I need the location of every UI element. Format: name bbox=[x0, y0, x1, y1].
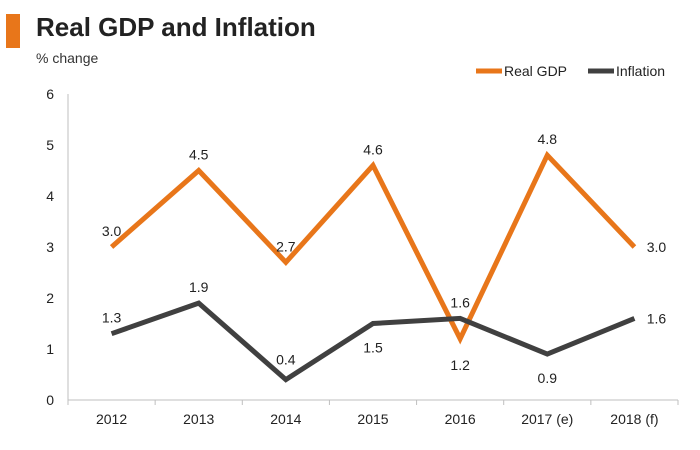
data-label: 2.7 bbox=[276, 238, 296, 254]
data-label: 0.9 bbox=[538, 370, 558, 386]
series-line-real-gdp bbox=[109, 150, 637, 345]
data-label: 1.5 bbox=[363, 340, 383, 356]
data-label: 3.0 bbox=[102, 223, 122, 239]
y-tick-label: 0 bbox=[46, 392, 54, 408]
x-tick-label: 2017 (e) bbox=[521, 411, 573, 427]
x-tick-label: 2016 bbox=[445, 411, 476, 427]
data-label: 4.5 bbox=[189, 147, 209, 163]
y-tick-label: 2 bbox=[46, 290, 54, 306]
y-tick-label: 4 bbox=[46, 188, 54, 204]
legend-label: Inflation bbox=[616, 63, 665, 79]
chart-title: Real GDP and Inflation bbox=[36, 12, 316, 42]
data-label: 3.0 bbox=[647, 239, 667, 255]
x-tick-label: 2018 (f) bbox=[610, 411, 658, 427]
data-label: 1.6 bbox=[647, 310, 667, 326]
x-tick-label: 2013 bbox=[183, 411, 214, 427]
data-label: 4.6 bbox=[363, 141, 383, 157]
chart-legend: Real GDP Inflation bbox=[476, 63, 665, 79]
legend-label: Real GDP bbox=[504, 63, 567, 79]
y-tick-label: 3 bbox=[46, 239, 54, 255]
data-label: 0.4 bbox=[276, 352, 296, 368]
chart-axes: 0 1 2 3 4 5 6 2012 2013 2014 2015 2016 2017 (e) 2018 … bbox=[46, 86, 679, 427]
data-label: 1.2 bbox=[450, 357, 470, 373]
x-tick-label: 2015 bbox=[357, 411, 388, 427]
data-label: 1.6 bbox=[450, 294, 470, 310]
title-accent-bar bbox=[6, 14, 20, 48]
y-tick-label: 1 bbox=[46, 341, 54, 357]
data-labels: 3.0 4.5 2.7 4.6 1.2 4.8 3.0 1.3 1.9 0.4 1.5 1.6 0.9 1… bbox=[102, 131, 667, 386]
x-tick-label: 2014 bbox=[270, 411, 301, 427]
series-line-inflation bbox=[110, 300, 636, 383]
y-axis-unit-label: % change bbox=[36, 50, 99, 66]
y-tick-label: 6 bbox=[46, 86, 54, 102]
data-label: 1.9 bbox=[189, 279, 209, 295]
y-tick-label: 5 bbox=[46, 137, 54, 153]
chart-lines bbox=[109, 150, 637, 383]
data-label: 4.8 bbox=[538, 131, 558, 147]
x-tick-label: 2012 bbox=[96, 411, 127, 427]
data-label: 1.3 bbox=[102, 310, 122, 326]
